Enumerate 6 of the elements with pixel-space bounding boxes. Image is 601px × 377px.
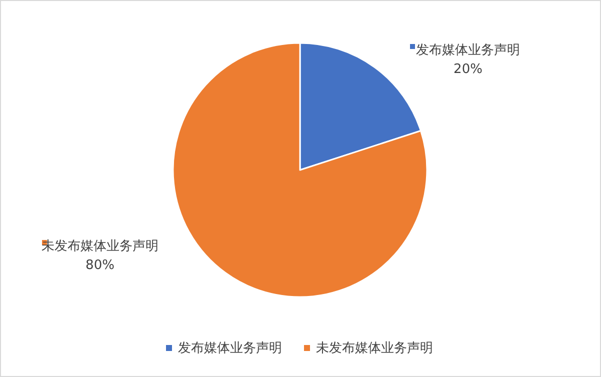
slice-label: 未发布媒体业务声明 bbox=[42, 239, 158, 254]
legend-label: 发布媒体业务声明 bbox=[416, 43, 520, 58]
data-label: 20% bbox=[454, 62, 482, 77]
data-label: 80% bbox=[86, 258, 114, 273]
legend-label: 未发布媒体业务声明 bbox=[316, 341, 433, 356]
legend: 发布媒体业务声明 未发布媒体业务声明 bbox=[166, 341, 433, 356]
